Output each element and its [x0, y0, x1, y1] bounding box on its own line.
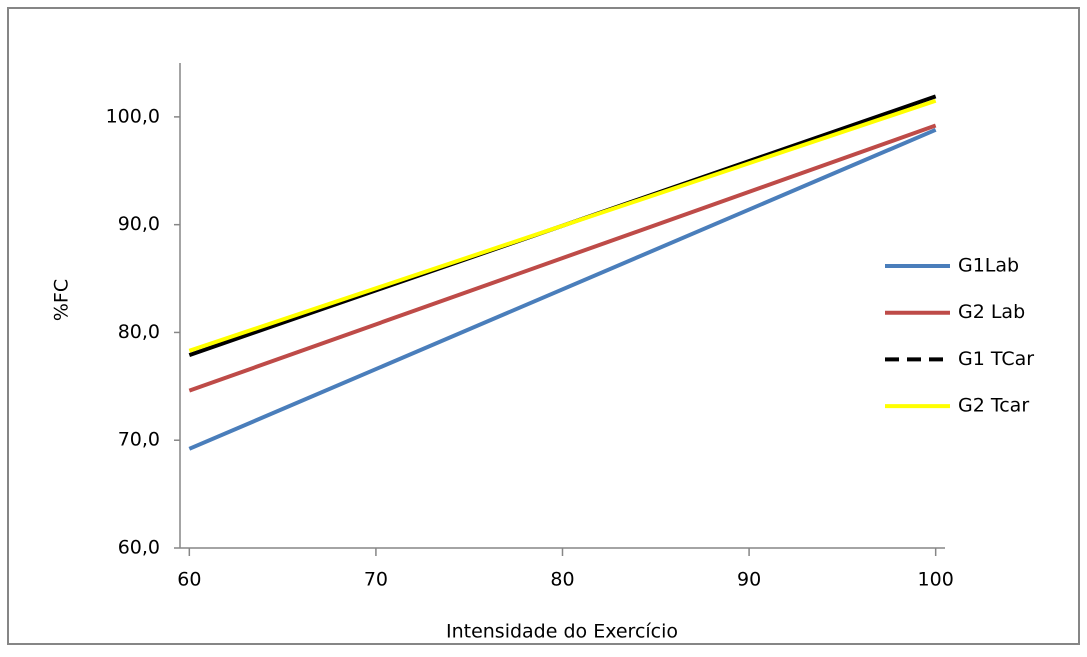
y-tick-label: 60,0: [118, 537, 160, 559]
series-line: [188, 127, 937, 451]
y-tick-label: 80,0: [118, 321, 160, 343]
x-tick-label: 70: [364, 569, 388, 591]
legend-label: G2 Lab: [958, 301, 1025, 323]
y-tick-label: 100,0: [106, 105, 160, 127]
y-axis-label: %FC: [51, 279, 73, 321]
x-tick-label: 80: [550, 569, 574, 591]
legend-label: G1 TCar: [958, 348, 1034, 370]
y-tick-label: 90,0: [118, 213, 160, 235]
series-line: [188, 123, 937, 393]
x-tick-label: 100: [918, 569, 954, 591]
series-line: [188, 98, 937, 353]
y-tick-label: 70,0: [118, 429, 160, 451]
legend-label: G1Lab: [958, 255, 1019, 277]
x-tick-label: 90: [737, 569, 761, 591]
x-tick-label: 60: [177, 569, 201, 591]
legend-label: G2 Tcar: [958, 395, 1029, 417]
x-axis-label: Intensidade do Exercício: [446, 621, 678, 643]
